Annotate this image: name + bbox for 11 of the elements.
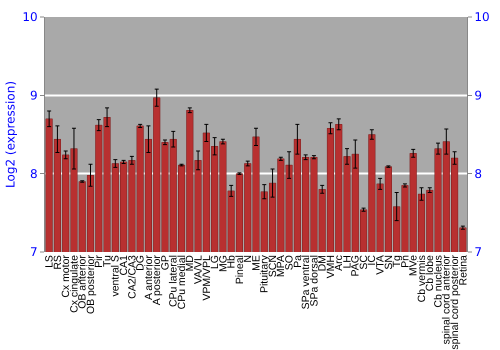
y-axis-title: Log2 (expression)	[4, 81, 18, 188]
y-tick-label: 9	[30, 88, 38, 103]
y2-tick-label: 8	[474, 166, 482, 181]
y-tick-label: 8	[30, 166, 38, 181]
x-tick-label: Retina	[457, 254, 470, 286]
y2-tick-label: 7	[474, 245, 482, 260]
y2-tick-label: 10	[474, 10, 490, 24]
x-tick-label: Tg	[391, 254, 404, 268]
y2-tick-label: 9	[474, 88, 482, 103]
y-tick-label: 10	[22, 10, 38, 24]
y-tick-label: 7	[30, 245, 38, 260]
